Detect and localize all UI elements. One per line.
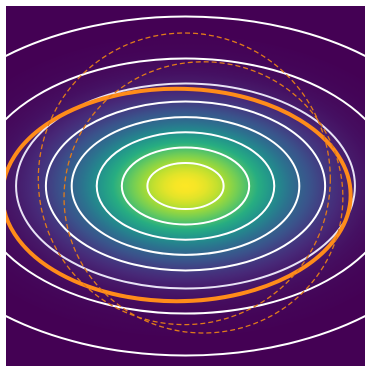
contour-line	[70, 116, 301, 256]
dashed-overlay-ellipse	[37, 32, 331, 326]
contour-lines	[6, 15, 365, 357]
dashed-overlay-ellipse	[63, 61, 344, 334]
contour-line	[6, 57, 365, 315]
contour-line	[44, 100, 327, 272]
overlay-ellipses	[6, 32, 353, 334]
gaussian-field	[6, 35, 365, 337]
solid-overlay-ellipse	[6, 86, 353, 304]
contour-line	[6, 15, 365, 357]
contour-line	[146, 161, 225, 211]
contour-line	[15, 82, 356, 290]
contour-line	[95, 131, 276, 241]
plot-area	[6, 6, 365, 366]
contour-line	[120, 146, 251, 226]
